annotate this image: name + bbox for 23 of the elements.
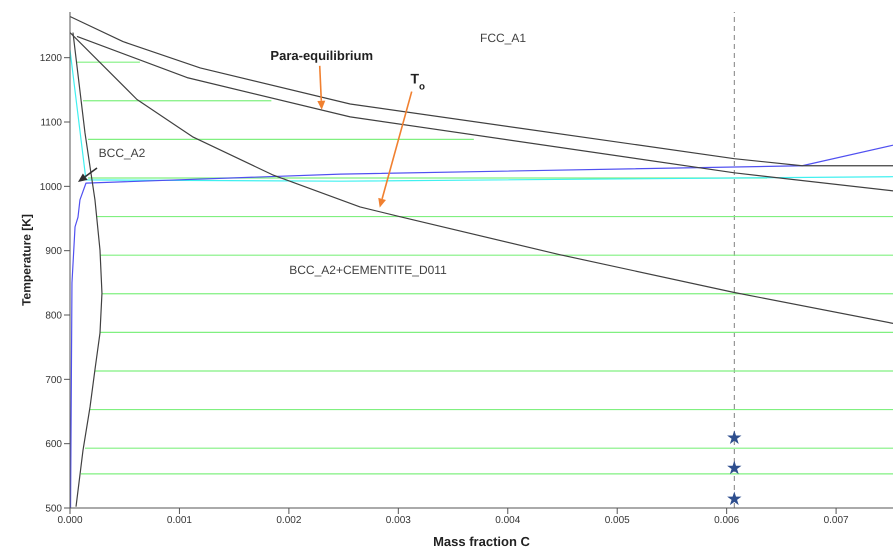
y-axis-title: Temperature [K] — [19, 214, 34, 306]
x-tick-label: 0.001 — [166, 515, 192, 526]
y-tick-label: 1100 — [40, 118, 62, 129]
x-tick-label: 0.000 — [57, 515, 83, 526]
x-tick-label: 0.003 — [386, 515, 412, 526]
y-tick-label: 800 — [45, 310, 62, 322]
annotation: BCC_A2 — [98, 146, 146, 160]
x-tick-label: 0.007 — [824, 515, 850, 526]
y-tick-label: 700 — [45, 374, 62, 386]
y-tick-label: 1200 — [40, 53, 62, 64]
annotation: Para-equilibrium — [270, 48, 374, 63]
annotation: T$_{o}$ — [410, 70, 426, 92]
y-tick-label: 1000 — [40, 182, 62, 193]
annotation: BCC_A2+CEMENTITE_D011 — [289, 263, 448, 277]
x-axis-title: Mass fraction C — [433, 534, 531, 549]
y-tick-label: 900 — [45, 246, 62, 258]
x-tick-label: 0.004 — [495, 515, 521, 526]
y-tick-label: 500 — [45, 504, 62, 515]
y-tick-label: 600 — [45, 439, 62, 450]
x-tick-label: 0.002 — [276, 515, 302, 526]
annotation: FCC_A1 — [480, 31, 526, 45]
x-tick-label: 0.005 — [604, 515, 630, 526]
x-tick-label: 0.006 — [714, 515, 740, 526]
